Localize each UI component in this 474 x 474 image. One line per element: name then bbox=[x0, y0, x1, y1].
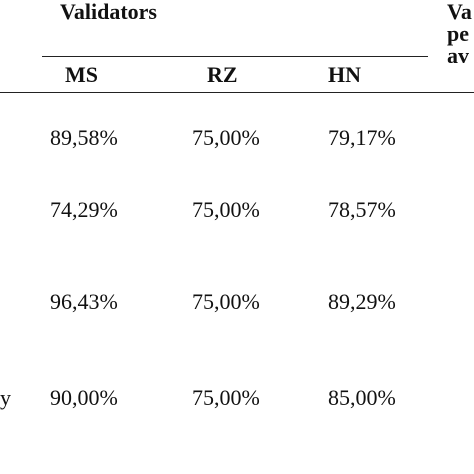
table-cell: 75,00% bbox=[192, 125, 260, 150]
table-cell: 74,29% bbox=[50, 197, 118, 222]
table-cell: 89,58% bbox=[50, 125, 118, 150]
table-cell: 96,43% bbox=[50, 289, 118, 314]
table-cell: 75,00% bbox=[192, 385, 260, 410]
table-cell: 79,17% bbox=[328, 125, 396, 150]
row-label: y bbox=[0, 385, 11, 410]
table-cell: 90,00% bbox=[50, 385, 118, 410]
group-header: Validators bbox=[60, 0, 157, 24]
column-header: MS bbox=[65, 62, 98, 87]
column-header: HN bbox=[328, 62, 361, 87]
table-cell: 78,57% bbox=[328, 197, 396, 222]
column-header: RZ bbox=[207, 62, 238, 87]
column-header-fragment: Va bbox=[447, 0, 472, 24]
header-rule bbox=[0, 92, 474, 93]
group-rule bbox=[42, 56, 428, 57]
column-header-fragment: pe bbox=[447, 21, 469, 46]
table-cell: 89,29% bbox=[328, 289, 396, 314]
table-cell: 75,00% bbox=[192, 197, 260, 222]
table-cell: 85,00% bbox=[328, 385, 396, 410]
column-header-fragment: av bbox=[447, 43, 469, 68]
table-cell: 75,00% bbox=[192, 289, 260, 314]
